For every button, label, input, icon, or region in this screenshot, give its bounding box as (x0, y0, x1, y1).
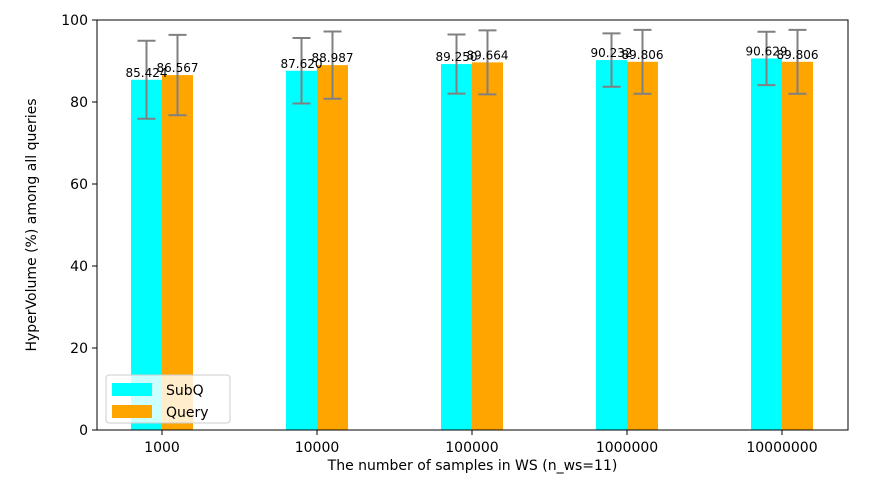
y-tick-label-40: 40 (70, 259, 88, 275)
y-tick-label-20: 20 (70, 341, 88, 357)
bar-query-100000 (472, 62, 503, 431)
bar-label-query-10000: 88.987 (312, 51, 354, 65)
legend: SubQ Query (105, 374, 231, 424)
bar-label-query-100000: 89.664 (467, 48, 509, 62)
bar-query-10000 (317, 65, 348, 431)
bar-label-subq-10000000: 90.629 (746, 44, 788, 58)
x-tick-label-1000: 1000 (144, 440, 180, 456)
legend-label-subq: SubQ (166, 383, 204, 399)
y-tick-label-80: 80 (70, 95, 88, 111)
bar-query-1000 (162, 75, 193, 430)
y-tick-label-100: 100 (61, 13, 88, 29)
x-tick-label-10000000: 10000000 (746, 440, 817, 456)
legend-label-query: Query (166, 405, 209, 421)
x-axis-title: The number of samples in WS (n_ws=11) (327, 458, 618, 474)
y-tick-label-0: 0 (79, 423, 88, 439)
bar-subq-1000000 (596, 60, 627, 431)
bar-label-query-10000000: 89.806 (777, 48, 819, 62)
y-axis: 0 20 40 60 80 100 (61, 13, 97, 439)
legend-swatch-subq (112, 383, 152, 396)
x-tick-label-100000: 100000 (445, 440, 498, 456)
bar-query-1000000 (627, 61, 658, 430)
errorbars-layer (137, 28, 807, 120)
bar-subq-1000 (131, 79, 162, 430)
x-tick-label-1000000: 1000000 (596, 440, 658, 456)
bar-label-query-1000000: 89.806 (622, 48, 664, 62)
bar-subq-10000000 (751, 58, 782, 430)
bar-subq-10000 (286, 70, 317, 431)
x-tick-label-10000: 10000 (295, 440, 340, 456)
bar-label-subq-1000000: 90.232 (591, 46, 633, 60)
bar-label-query-1000: 86.567 (157, 61, 199, 75)
y-tick-label-60: 60 (70, 177, 88, 193)
bar-subq-100000 (441, 64, 472, 430)
bar-label-subq-100000: 89.250 (436, 50, 478, 64)
bar-label-subq-10000: 87.620 (281, 57, 323, 71)
legend-swatch-query (112, 405, 152, 418)
bar-query-10000000 (782, 61, 813, 430)
bars-layer (131, 58, 813, 431)
x-axis: 1000 10000 100000 1000000 10000000 (144, 430, 818, 456)
bar-label-subq-1000: 85.424 (126, 66, 168, 80)
y-axis-title: HyperVolume (%) among all queries (24, 99, 40, 352)
